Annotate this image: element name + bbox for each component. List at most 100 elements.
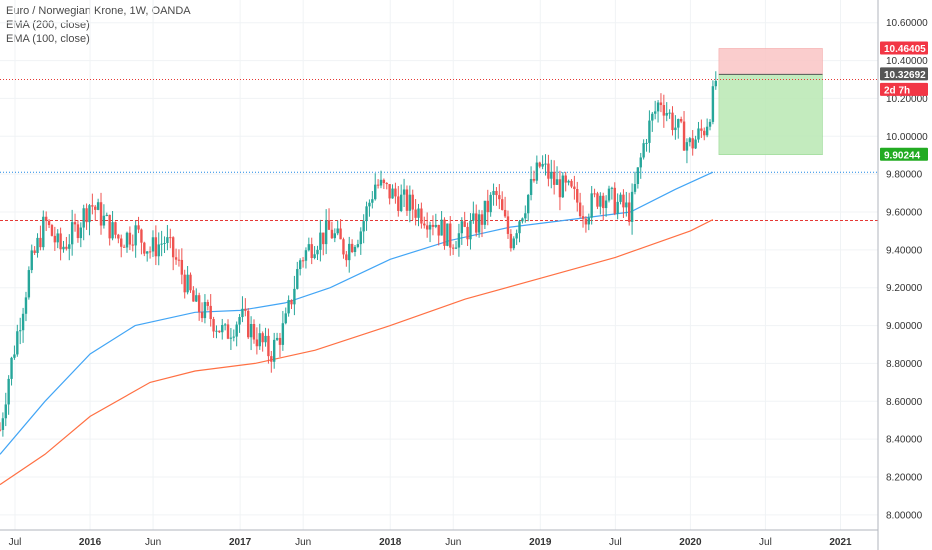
ema200-line (0, 219, 714, 486)
candle-body (694, 139, 697, 149)
candle-body (154, 237, 158, 257)
candle-body (145, 251, 149, 254)
price-tag-label: 2d 7h (884, 85, 910, 96)
candle-body (477, 214, 481, 233)
candle-body (327, 220, 331, 230)
candle-body (232, 336, 235, 338)
candle-body (336, 228, 339, 234)
candle-body (180, 259, 184, 275)
candle-body (437, 224, 440, 236)
candle-body (241, 308, 244, 318)
candle-body (503, 209, 507, 217)
candle-body (108, 214, 111, 239)
candle-body (353, 246, 357, 253)
candle-body (550, 171, 553, 179)
candle-body (596, 193, 599, 207)
candle-body (700, 128, 703, 131)
candle-body (134, 225, 137, 246)
candle-body (515, 233, 518, 239)
candle-body (651, 113, 654, 121)
candle-body (573, 186, 576, 190)
candle-body (411, 194, 414, 210)
candle-body (330, 229, 334, 239)
horizontal-levels (0, 79, 878, 222)
candle-body (492, 190, 495, 195)
candle-body (212, 319, 215, 332)
candle-body (177, 259, 181, 261)
candle-body (622, 194, 625, 208)
candle-body (82, 208, 85, 228)
candle-body (278, 337, 282, 345)
candle-body (645, 142, 648, 144)
candle-body (313, 254, 316, 259)
candle-body (714, 80, 717, 87)
candle-body (495, 190, 498, 196)
candle-body (518, 221, 521, 234)
candle-body (65, 246, 68, 249)
candle-body (382, 179, 386, 184)
price-tag-label: 10.32692 (884, 70, 926, 81)
candle-body (509, 233, 513, 249)
candle-body (564, 175, 567, 183)
candle-body (607, 188, 611, 201)
candle-body (628, 202, 631, 222)
candle-body (552, 171, 556, 185)
candle-body (59, 233, 62, 250)
candle-body (1, 418, 5, 430)
candle-body (449, 223, 452, 248)
candle-body (619, 194, 622, 202)
price-tick-label: 9.20000 (886, 283, 923, 294)
time-tick-label: 2020 (679, 537, 702, 548)
price-axis[interactable]: 10.60000 10.40000 10.20000 10.00000 9.80000 9… (877, 0, 928, 550)
candle-body (486, 200, 489, 213)
candle-body (397, 196, 400, 211)
candle-body (454, 247, 458, 249)
candle-body (209, 305, 212, 320)
candle-body (21, 313, 25, 331)
time-axis[interactable]: Jul 2016 Jun 2017 Jun 2018 Jun 2019 Jul 2020 Jul 20… (0, 529, 878, 548)
candle-body (625, 202, 628, 208)
candle-body (576, 189, 579, 203)
candle-body (275, 337, 279, 340)
candle-body (33, 250, 36, 253)
candle-body (102, 215, 106, 226)
candle-body (679, 119, 683, 122)
candle-body (368, 202, 371, 207)
candle-body (293, 288, 296, 305)
candle-body (604, 200, 608, 209)
price-tick-label: 8.00000 (886, 510, 923, 521)
time-tick-label: Jul (609, 537, 622, 548)
grid (0, 0, 878, 530)
candle-body (160, 243, 163, 245)
price-tick-label: 10.00000 (886, 132, 928, 143)
candle-body (374, 184, 377, 200)
candle-body (183, 274, 186, 293)
candle-body (296, 269, 299, 289)
candle-body (587, 217, 590, 225)
candle-body (457, 233, 461, 248)
candle-body (570, 180, 573, 187)
candle-body (388, 184, 391, 199)
candle-body (428, 224, 432, 230)
candle-body (489, 194, 492, 213)
candle-body (114, 222, 117, 235)
time-tick-label: 2018 (379, 537, 402, 548)
candle-body (270, 356, 273, 362)
candle-body (140, 229, 143, 243)
candle-body (440, 219, 443, 236)
candle-body (685, 142, 689, 151)
candle-body (10, 357, 13, 379)
candle-body (258, 333, 261, 347)
position-zones (718, 48, 823, 156)
candle-body (391, 188, 394, 199)
candle-body (91, 205, 94, 207)
candle-body (535, 162, 539, 181)
candle-body (414, 209, 417, 218)
candle-body (166, 237, 169, 243)
candle-body (117, 234, 120, 239)
candle-body (53, 235, 57, 243)
candle-body (148, 251, 152, 253)
candle-body (174, 257, 178, 260)
candle-body (322, 232, 325, 245)
